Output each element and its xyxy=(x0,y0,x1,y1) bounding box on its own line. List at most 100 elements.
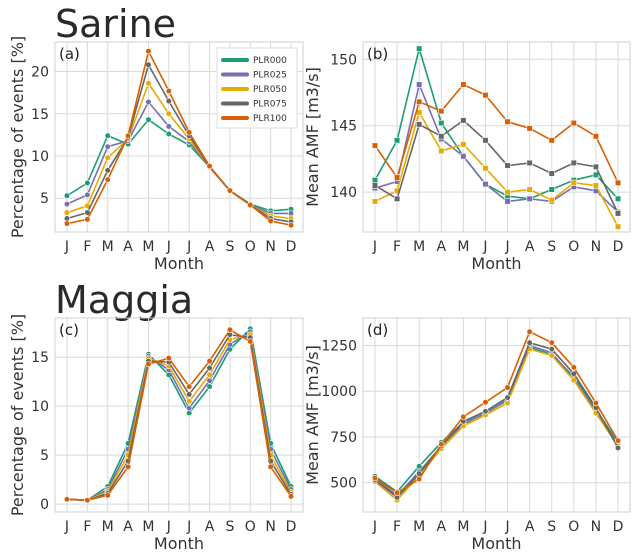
data-point xyxy=(165,355,172,362)
data-point xyxy=(165,130,172,138)
series-plr050 xyxy=(371,109,622,230)
y-tick-label: 1000 xyxy=(321,384,357,400)
y-axis-label: Mean AMF [m3/s] xyxy=(303,67,322,207)
data-point xyxy=(145,48,152,55)
y-tick-label: 5 xyxy=(40,191,49,207)
series-line xyxy=(66,118,292,212)
data-point xyxy=(186,383,193,390)
data-point xyxy=(104,154,111,161)
series-plr025 xyxy=(63,328,295,504)
x-tick-label: J xyxy=(166,519,171,535)
data-point xyxy=(592,182,600,189)
data-point xyxy=(592,133,600,140)
data-point xyxy=(438,119,445,127)
data-point xyxy=(104,132,111,139)
data-point xyxy=(371,475,379,482)
series-line xyxy=(374,45,619,200)
data-point xyxy=(371,142,379,149)
title-maggia: Maggia xyxy=(55,278,193,322)
data-point xyxy=(206,364,213,372)
x-tick-label: O xyxy=(245,239,256,255)
data-point xyxy=(247,201,254,209)
data-point xyxy=(504,394,511,401)
data-point xyxy=(438,107,445,115)
data-point xyxy=(482,408,489,415)
data-point xyxy=(416,81,423,88)
data-point xyxy=(206,371,213,378)
data-point xyxy=(526,159,533,167)
x-tick-label: N xyxy=(265,519,275,535)
series-line xyxy=(66,333,292,502)
legend-entry: PLR025 xyxy=(253,71,287,81)
data-point xyxy=(548,339,555,346)
x-tick-label: O xyxy=(568,239,579,255)
x-tick-label: N xyxy=(591,519,601,535)
data-point xyxy=(393,489,401,496)
data-point xyxy=(614,195,622,202)
data-point xyxy=(592,163,600,170)
data-point xyxy=(287,210,295,217)
plot-frame xyxy=(54,41,304,233)
data-point xyxy=(526,339,533,346)
data-point xyxy=(226,326,234,333)
legend-entry: PLR100 xyxy=(253,114,287,124)
data-point xyxy=(84,179,91,187)
series-line xyxy=(66,328,292,502)
data-point xyxy=(482,92,489,99)
data-point xyxy=(548,346,555,353)
y-axis-label: Percentage of events [%] xyxy=(8,36,27,238)
data-point xyxy=(206,358,213,365)
data-point xyxy=(526,328,533,335)
data-point xyxy=(416,463,423,470)
series-plr025 xyxy=(371,342,622,499)
x-tick-label: J xyxy=(372,519,377,535)
x-tick-label: M xyxy=(142,519,154,535)
data-point xyxy=(186,398,193,405)
data-point xyxy=(145,98,152,106)
y-tick-label: 15 xyxy=(31,107,49,123)
x-tick-label: A xyxy=(436,239,446,255)
series-line xyxy=(374,81,619,213)
data-point xyxy=(416,98,423,105)
y-tick-label: 145 xyxy=(330,119,357,135)
y-tick-label: 500 xyxy=(330,476,357,492)
x-tick-label: S xyxy=(225,239,234,255)
x-tick-label: D xyxy=(613,239,624,255)
series-line xyxy=(374,348,619,502)
data-point xyxy=(206,377,213,384)
y-tick-label: 0 xyxy=(40,497,49,513)
data-point xyxy=(247,338,254,345)
data-point xyxy=(165,98,172,105)
series-line xyxy=(66,327,292,502)
data-point xyxy=(592,171,600,178)
data-point xyxy=(371,182,379,189)
y-tick-label: 20 xyxy=(31,65,49,81)
x-tick-label: J xyxy=(504,519,509,535)
data-point xyxy=(460,81,467,88)
x-tick-label: S xyxy=(547,239,556,255)
x-tick-label: A xyxy=(123,519,133,535)
data-point xyxy=(63,192,71,199)
data-point xyxy=(614,179,622,186)
data-point xyxy=(614,210,622,217)
x-tick-label: D xyxy=(286,239,297,255)
data-point xyxy=(186,391,193,398)
series-plr100 xyxy=(63,326,295,504)
data-point xyxy=(548,352,555,359)
series-plr000 xyxy=(63,116,295,214)
data-point xyxy=(592,400,600,407)
series-line xyxy=(66,49,292,226)
x-tick-label: J xyxy=(186,239,191,255)
data-point xyxy=(267,463,274,471)
x-tick-label: M xyxy=(102,519,114,535)
data-point xyxy=(63,201,71,208)
x-tick-label: M xyxy=(102,239,114,255)
series-line xyxy=(374,341,619,499)
x-tick-label: M xyxy=(457,519,469,535)
x-tick-label: N xyxy=(265,239,275,255)
legend-entry: PLR075 xyxy=(253,100,287,110)
